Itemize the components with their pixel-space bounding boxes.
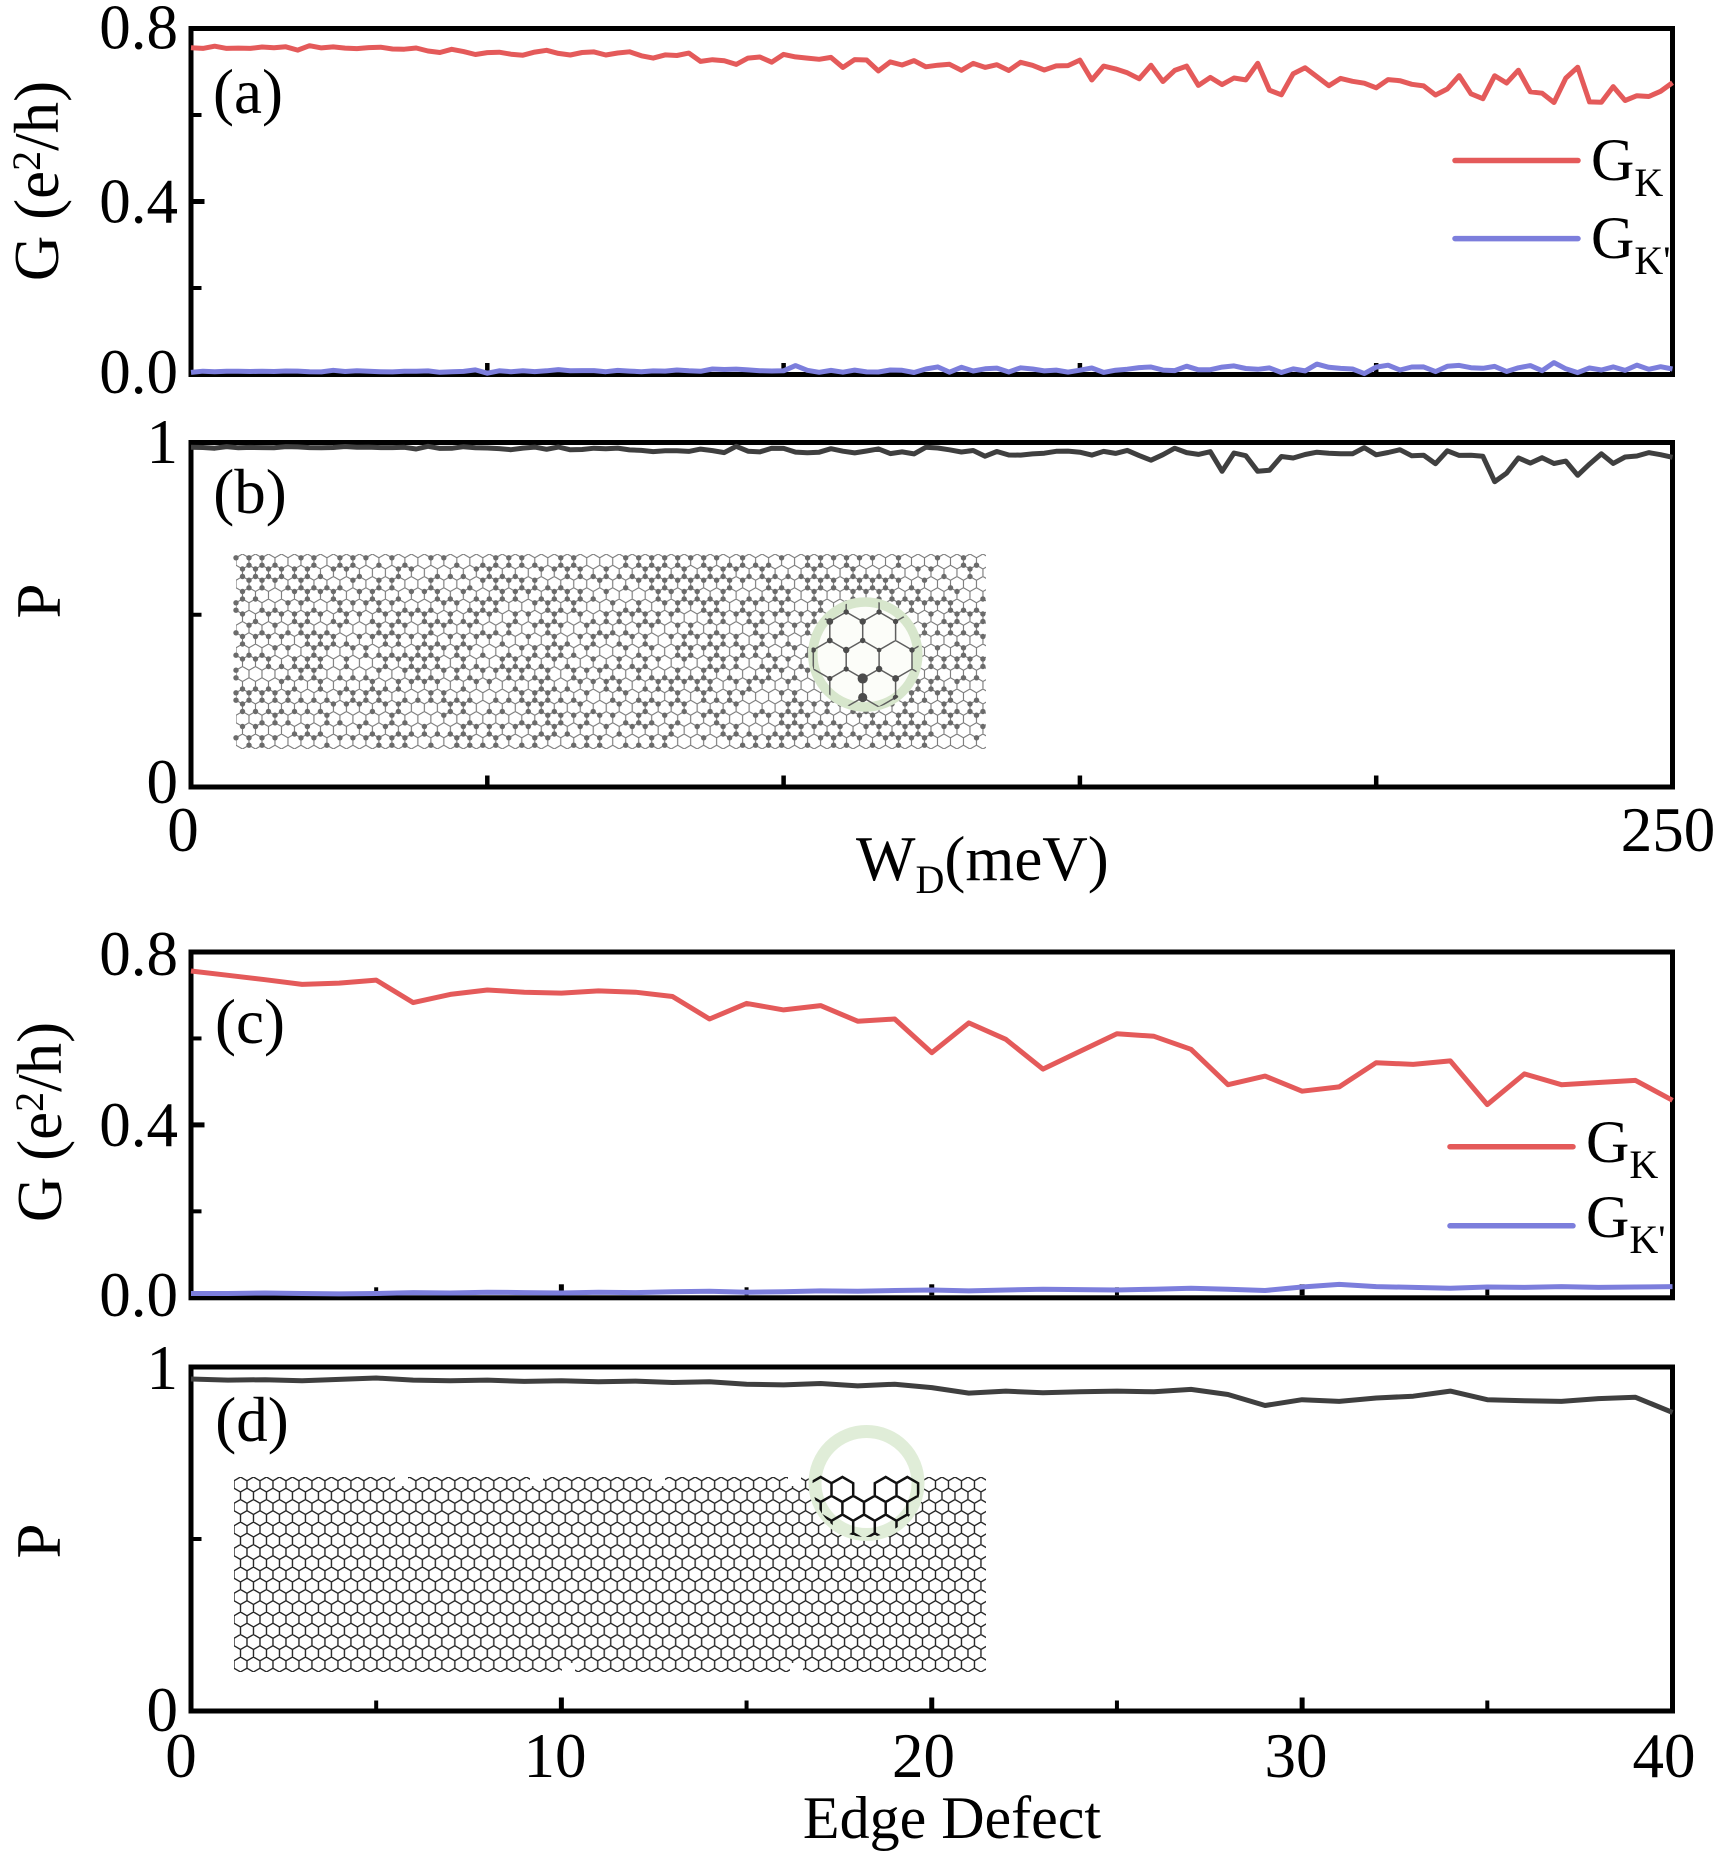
svg-text:0.4: 0.4 <box>99 167 178 237</box>
svg-text:(c): (c) <box>215 987 285 1057</box>
svg-text:0.0: 0.0 <box>99 337 178 407</box>
svg-text:(d): (d) <box>215 1385 288 1455</box>
svg-text:1: 1 <box>147 407 179 477</box>
svg-text:20: 20 <box>892 1721 955 1791</box>
svg-text:0.0: 0.0 <box>99 1260 178 1330</box>
svg-text:0.4: 0.4 <box>99 1090 178 1160</box>
svg-text:0: 0 <box>147 1675 179 1745</box>
svg-text:10: 10 <box>524 1721 587 1791</box>
svg-text:30: 30 <box>1265 1721 1328 1791</box>
svg-text:1: 1 <box>147 1333 179 1403</box>
svg-text:(a): (a) <box>213 57 283 127</box>
svg-text:Edge Defect: Edge Defect <box>803 1785 1101 1851</box>
svg-text:WD(meV): WD(meV) <box>856 824 1109 902</box>
svg-text:(b): (b) <box>213 457 286 527</box>
svg-text:0: 0 <box>147 747 179 817</box>
svg-text:0: 0 <box>165 1721 197 1791</box>
svg-text:0.8: 0.8 <box>99 919 178 989</box>
svg-text:G (e2/h): G (e2/h) <box>2 81 72 281</box>
svg-text:P: P <box>4 583 74 618</box>
svg-text:G (e2/h): G (e2/h) <box>5 1022 75 1222</box>
svg-text:0: 0 <box>167 795 199 865</box>
svg-text:40: 40 <box>1633 1721 1696 1791</box>
svg-text:P: P <box>4 1523 74 1558</box>
svg-text:0.8: 0.8 <box>99 0 178 63</box>
svg-text:250: 250 <box>1621 795 1716 865</box>
